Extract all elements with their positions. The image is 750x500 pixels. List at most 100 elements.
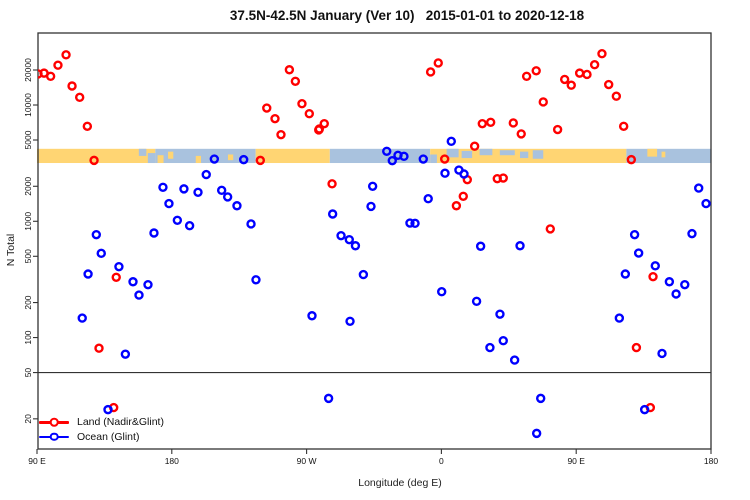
ocean-point xyxy=(387,155,397,166)
land-point xyxy=(566,80,576,90)
ocean-point xyxy=(209,154,220,164)
map-band-speckle-ocean xyxy=(520,151,529,159)
land-point xyxy=(270,113,280,124)
y-tick-label: 20 xyxy=(23,414,33,424)
map-band-speckle-land xyxy=(661,151,666,158)
land-point xyxy=(304,108,314,119)
land-point xyxy=(297,99,307,109)
ocean-point xyxy=(172,215,183,225)
ocean-point xyxy=(149,228,159,238)
land-point xyxy=(284,65,295,75)
ocean-point xyxy=(650,261,660,271)
legend: Land (Nadir&Glint) Ocean (Glint) xyxy=(39,415,164,444)
ocean-point xyxy=(143,279,153,290)
land-point xyxy=(314,125,324,135)
ocean-point xyxy=(475,241,486,251)
ocean-point xyxy=(657,348,667,359)
land-point xyxy=(67,81,77,91)
land-point xyxy=(262,103,272,113)
land-point xyxy=(538,97,548,107)
ocean-point xyxy=(366,201,376,212)
land-point xyxy=(327,179,337,189)
ocean-point xyxy=(620,269,631,279)
land-point xyxy=(611,91,622,101)
ocean-point xyxy=(498,335,508,346)
ocean-series-marker-icon xyxy=(39,431,69,443)
land-point xyxy=(439,154,450,164)
legend-label-land: Land (Nadir&Glint) xyxy=(77,416,164,429)
land-point xyxy=(45,71,56,82)
ocean-point xyxy=(193,187,203,198)
legend-item-ocean: Ocean (Glint) xyxy=(39,430,164,445)
land-point xyxy=(604,79,614,90)
ocean-point xyxy=(664,277,675,287)
land-point xyxy=(425,67,436,77)
ocean-point xyxy=(307,311,317,321)
map-band-speckle-land xyxy=(647,148,658,157)
x-tick-label: 180 xyxy=(704,456,718,466)
ocean-point xyxy=(232,201,242,211)
ocean-point xyxy=(440,168,450,178)
ocean-point xyxy=(531,428,542,439)
ocean-point xyxy=(164,198,174,209)
ocean-point xyxy=(77,313,87,323)
land-point xyxy=(508,118,518,128)
land-point xyxy=(582,69,592,80)
points-layer xyxy=(38,49,711,439)
land-point xyxy=(545,224,555,234)
ocean-point xyxy=(509,355,520,365)
map-band-speckle-land xyxy=(227,154,234,161)
ocean-point xyxy=(382,146,392,156)
ocean-point xyxy=(134,290,144,300)
ocean-point xyxy=(694,183,704,193)
ocean-point xyxy=(350,241,361,251)
ocean-point xyxy=(446,136,456,147)
ocean-point xyxy=(216,185,227,196)
ocean-point xyxy=(515,241,525,251)
ocean-point xyxy=(358,269,369,280)
x-tick-label: 90 E xyxy=(567,456,585,466)
ocean-point xyxy=(639,404,650,415)
y-tick-label: 10000 xyxy=(23,93,33,117)
ocean-point xyxy=(485,342,495,353)
y-tick-label: 5000 xyxy=(23,130,33,149)
ocean-point xyxy=(158,182,168,193)
land-point xyxy=(319,118,329,129)
land-point xyxy=(53,60,63,70)
ocean-point xyxy=(436,286,447,297)
land-point xyxy=(626,154,637,165)
map-band-speckle-ocean xyxy=(138,148,147,156)
legend-label-ocean: Ocean (Glint) xyxy=(77,430,140,443)
map-band-land xyxy=(37,148,156,164)
land-point xyxy=(458,191,468,202)
y-axis-title: N Total xyxy=(5,233,17,267)
land-point xyxy=(485,117,496,127)
ocean-point xyxy=(471,296,482,307)
land-point xyxy=(94,343,104,353)
land-point xyxy=(38,69,43,79)
ocean-point xyxy=(251,275,261,285)
land-point xyxy=(516,129,526,139)
x-tick-label: 180 xyxy=(165,456,179,466)
map-band-speckle-ocean xyxy=(461,150,473,159)
x-tick-label: 0 xyxy=(439,456,444,466)
map-band-speckle-ocean xyxy=(430,154,437,164)
ocean-point xyxy=(238,154,249,165)
ocean-point xyxy=(222,192,233,202)
land-point xyxy=(451,201,462,211)
ocean-point xyxy=(103,404,113,415)
map-band-land xyxy=(255,148,330,164)
land-point xyxy=(469,141,480,151)
map-band-speckle-ocean xyxy=(532,150,544,159)
land-point xyxy=(82,121,93,131)
land-point xyxy=(597,49,607,59)
land-point xyxy=(290,76,301,86)
y-tick-label: 500 xyxy=(23,249,33,263)
land-point xyxy=(618,121,629,131)
land-point xyxy=(521,71,532,82)
y-tick-label: 1000 xyxy=(23,212,33,231)
map-band-ocean xyxy=(626,148,711,164)
ocean-point xyxy=(246,219,256,229)
ocean-point xyxy=(367,181,378,191)
